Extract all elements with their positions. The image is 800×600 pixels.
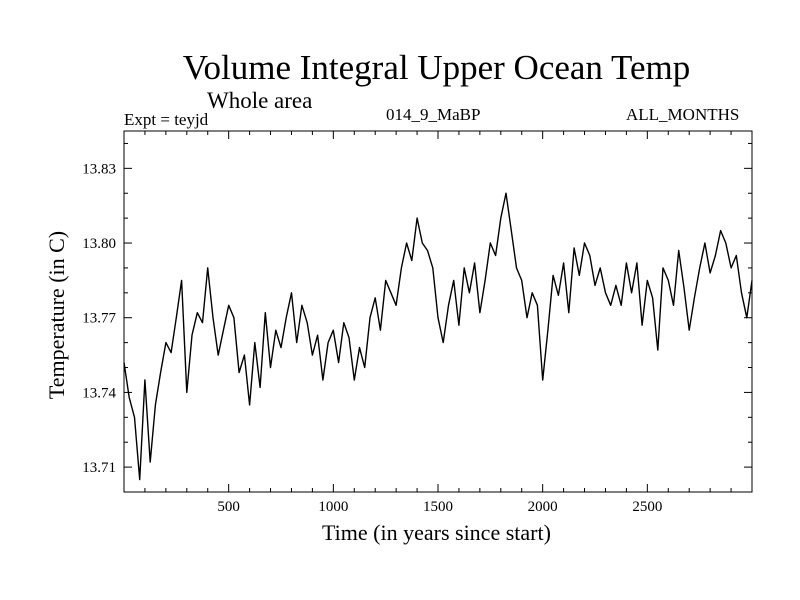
series-line-teyjd <box>123 192 753 481</box>
y-tick-label: 13.80 <box>82 236 116 252</box>
x-axis-label: Time (in years since start) <box>322 520 551 545</box>
y-tick-label: 13.83 <box>82 161 116 177</box>
run-label: 014_9_MaBP <box>386 105 481 124</box>
y-tick-label: 13.77 <box>82 311 116 327</box>
x-tick-label: 1000 <box>318 499 348 515</box>
x-tick-label: 2500 <box>632 499 662 515</box>
months-label: ALL_MONTHS <box>626 105 740 124</box>
x-tick-label: 500 <box>217 499 240 515</box>
series-layer <box>123 192 753 481</box>
x-tick-label: 1500 <box>423 499 453 515</box>
chart-subtitle: Whole area <box>207 88 313 113</box>
y-tick-label: 13.71 <box>82 460 116 476</box>
x-tick-label: 2000 <box>528 499 558 515</box>
experiment-label: Expt = teyjd <box>124 110 209 129</box>
axis-tick-labels: 500 1000 1500 2000 2500 13.71 13.74 13.77 13.80 1… <box>82 161 662 515</box>
y-tick-label: 13.74 <box>82 385 116 401</box>
chart-title: Volume Integral Upper Ocean Temp <box>182 48 691 87</box>
